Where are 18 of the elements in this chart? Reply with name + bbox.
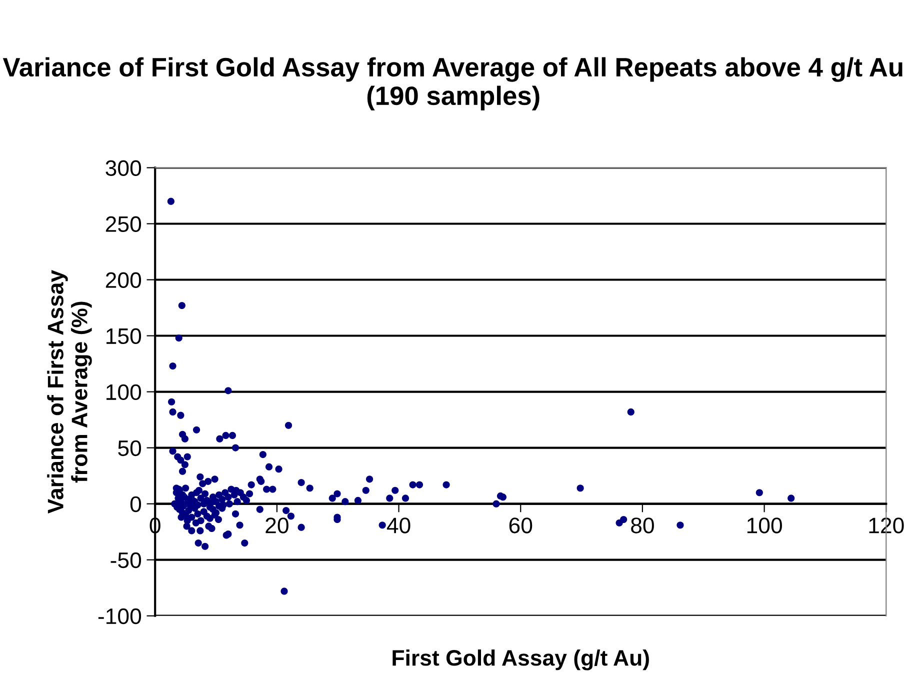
y-tick-label: 0	[130, 496, 142, 512]
x-tick-label: 40	[386, 518, 410, 534]
y-axis-title: Variance of First Assay from Average (%)	[47, 270, 92, 514]
x-tick-label: 60	[509, 518, 532, 534]
chart-title: Variance of First Gold Assay from Average of All Repeats above 4 g/t Au (190 samples)	[2, 57, 902, 110]
y-tick-label: 150	[106, 328, 142, 344]
y-tick-label: 100	[106, 384, 142, 400]
x-tick-label: 120	[869, 518, 904, 534]
y-tick-label: 200	[106, 272, 142, 288]
x-tick-label: 100	[747, 518, 782, 534]
y-tick-label: 250	[106, 216, 142, 232]
x-axis-title: First Gold Assay (g/t Au)	[392, 649, 649, 670]
y-tick-label: 300	[106, 160, 142, 176]
y-tick-label: -100	[98, 608, 142, 624]
x-tick-label: 80	[631, 518, 654, 534]
y-tick-label: 50	[118, 440, 142, 456]
x-tick-label: 20	[266, 518, 288, 534]
y-tick-label: -50	[110, 552, 142, 568]
